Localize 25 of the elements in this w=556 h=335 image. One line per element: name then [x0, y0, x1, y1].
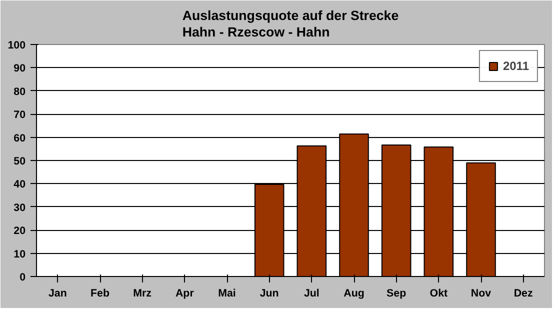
- chart-title: Auslastungsquote auf der Strecke Hahn - Rzescow - Hahn: [182, 8, 399, 40]
- x-tick-label: Aug: [344, 288, 364, 300]
- x-tick-label: Mai: [218, 288, 236, 300]
- y-tick-label: 90: [14, 62, 26, 75]
- x-tick-label: Apr: [175, 288, 194, 300]
- y-tick-label: 20: [14, 225, 26, 238]
- legend-label: 2011: [502, 59, 529, 73]
- y-tick-label: 10: [14, 248, 26, 260]
- y-tick-label: 50: [14, 156, 26, 168]
- x-tick-label: Jul: [304, 288, 320, 300]
- x-tick-label: Sep: [386, 288, 407, 300]
- y-tick-label: 70: [14, 109, 26, 122]
- y-tick-label: 60: [14, 132, 26, 144]
- x-tick-label: Nov: [470, 288, 492, 300]
- y-tick-label: 100: [8, 40, 26, 52]
- x-tick-label: Mrz: [133, 288, 152, 300]
- x-tick-label: Feb: [90, 288, 110, 300]
- x-tick-label: Jan: [48, 288, 67, 300]
- x-tick-label: Dez: [514, 288, 533, 300]
- y-tick-label: 80: [14, 86, 26, 98]
- y-tick-label: 40: [14, 178, 26, 191]
- x-tick-label: Jun: [260, 288, 279, 300]
- y-tick-label: 30: [14, 202, 26, 214]
- x-tick-label: Okt: [430, 288, 448, 300]
- y-tick-label: 0: [20, 272, 26, 284]
